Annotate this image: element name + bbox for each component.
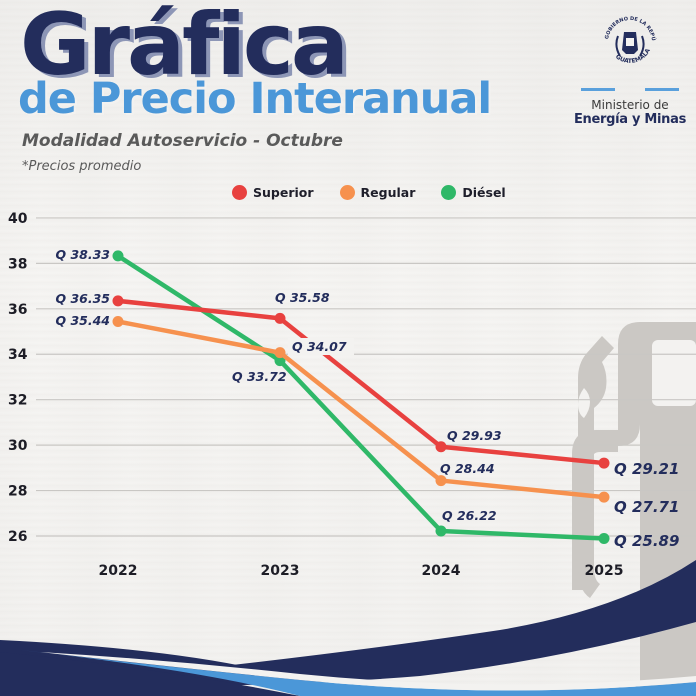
data-label-superior: Q 36.35 <box>55 291 110 306</box>
legend-label-superior: Superior <box>253 185 314 200</box>
legend-item-regular: Regular <box>339 185 416 200</box>
legend-item-superior: Superior <box>232 185 314 200</box>
data-label-regular: Q 27.71 <box>614 498 679 516</box>
y-axis: 26 28 30 32 34 36 38 40 <box>8 211 28 545</box>
chart-modality: Modalidad Autoservicio - Octubre <box>22 131 343 151</box>
y-tick-label: 34 <box>8 347 28 363</box>
data-point <box>435 525 447 537</box>
y-tick-label: 32 <box>8 393 27 409</box>
data-point <box>435 475 447 487</box>
data-label-superior: Q 35.58 <box>275 290 330 305</box>
data-label-diésel: Q 33.72 <box>232 369 287 384</box>
data-labels: Q 36.35 Q 35.58 Q 29.93 Q 29.21 Q 35.44 Q 34.… <box>55 247 679 550</box>
y-tick-label: 36 <box>8 302 27 318</box>
data-point <box>598 532 610 544</box>
page-subtitle: de Precio Interanual <box>18 74 492 124</box>
x-axis: 2022 2023 2024 2025 <box>99 563 624 579</box>
legend-label-diesel: Diésel <box>462 185 506 200</box>
legend-swatch-diesel <box>441 185 457 200</box>
data-point <box>598 457 610 469</box>
data-label-diésel: Q 38.33 <box>55 247 110 262</box>
data-point <box>274 347 286 359</box>
ministry-logo: GOBIERNO DE LA REPÚBLICA GUATEMALA Minis… <box>572 10 688 130</box>
x-tick-label: 2025 <box>585 563 624 579</box>
data-point <box>274 312 286 324</box>
data-point <box>112 316 124 328</box>
price-note: *Precios promedio <box>22 159 142 174</box>
legend-swatch-superior <box>232 185 247 200</box>
data-point <box>112 250 124 262</box>
x-tick-label: 2023 <box>261 563 300 579</box>
legend-label-regular: Regular <box>360 185 416 200</box>
data-label-regular: Q 35.44 <box>55 313 110 328</box>
chart-series <box>112 250 610 544</box>
data-label-regular: Q 34.07 <box>292 339 347 354</box>
legend-swatch-regular <box>339 185 355 200</box>
x-tick-label: 2024 <box>422 563 461 579</box>
page-title: Gráfica <box>20 0 349 95</box>
data-point <box>112 295 124 307</box>
data-point <box>274 355 286 367</box>
data-label-diésel: Q 26.22 <box>442 508 497 523</box>
legend-item-diesel: Diésel <box>441 185 506 200</box>
data-label-superior: Q 29.93 <box>447 428 502 443</box>
guatemala-seal-icon: GOBIERNO DE LA REPÚBLICA GUATEMALA <box>598 10 657 65</box>
ministry-name-line1: Ministerio de <box>591 98 669 112</box>
data-label-superior: Q 29.21 <box>614 460 679 478</box>
data-label-diésel: Q 25.89 <box>614 532 679 550</box>
series-line-regular <box>115 319 607 500</box>
x-tick-label: 2022 <box>99 563 138 579</box>
series-line-superior <box>115 298 607 466</box>
y-tick-label: 38 <box>8 256 27 272</box>
chart-legend: Superior Regular Diésel <box>232 185 506 200</box>
data-label-regular: Q 28.44 <box>440 461 495 476</box>
label-background <box>288 338 354 355</box>
y-tick-label: 30 <box>8 438 28 454</box>
y-tick-label: 26 <box>8 529 27 545</box>
logo-divider <box>572 88 688 91</box>
ministry-name-line2: Energía y Minas <box>573 112 687 127</box>
y-tick-label: 40 <box>8 211 28 227</box>
y-tick-label: 28 <box>8 484 27 500</box>
data-point <box>598 491 610 503</box>
data-point <box>435 441 447 453</box>
